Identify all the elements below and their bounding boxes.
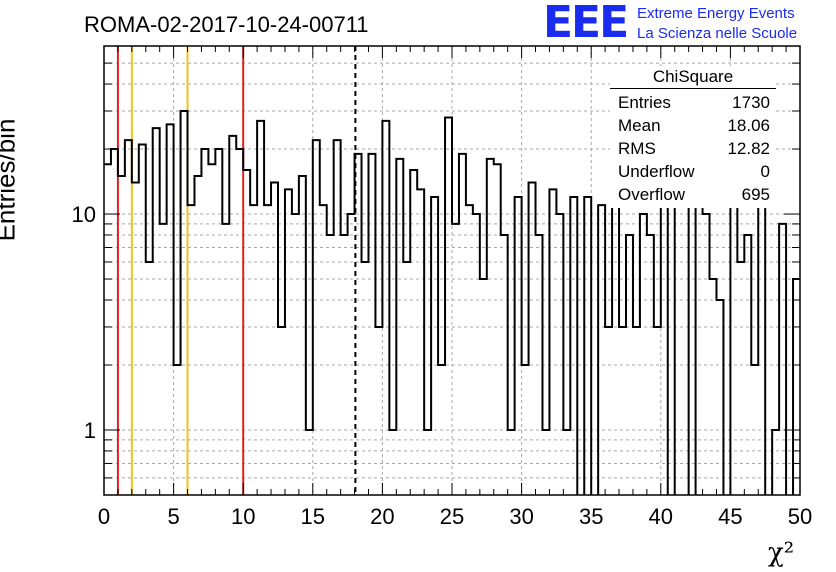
stats-row-label: Entries — [618, 93, 671, 112]
stats-row-value: 695 — [741, 185, 770, 204]
logo-line-1: Extreme Energy Events — [637, 5, 795, 22]
logo-line-2: La Scienza nelle Scuole — [637, 25, 798, 42]
x-tick-label: 0 — [98, 504, 110, 529]
stats-row-value: 1730 — [732, 93, 770, 112]
stats-row: RMS 12.82 — [610, 137, 776, 160]
y-tick-label: 1 — [84, 418, 96, 443]
stats-row-label: Mean — [618, 116, 661, 135]
eee-logo: EEE — [543, 0, 629, 48]
x-tick-label: 40 — [649, 504, 673, 529]
x-tick-label: 10 — [231, 504, 255, 529]
stats-row: Entries 1730 — [610, 91, 776, 114]
x-tick-label: 5 — [167, 504, 179, 529]
stats-row-label: Overflow — [618, 185, 686, 204]
y-axis-label-text: Entries/bin — [0, 118, 21, 242]
stats-row-value: 18.06 — [727, 116, 770, 135]
x-tick-label: 50 — [788, 504, 812, 529]
logo-caption: Extreme Energy Events La Scienza nelle S… — [637, 4, 797, 44]
run-title: ROMA-02-2017-10-24-00711 — [84, 12, 369, 37]
stats-row: Underflow 0 — [610, 160, 776, 183]
stats-row-label: RMS — [618, 139, 656, 158]
x-tick-label: 15 — [301, 504, 325, 529]
stats-row-value: 0 — [760, 162, 770, 181]
stats-rows: Entries 1730 Mean 18.06 RMS 12.82 Underflow 0 Ov… — [610, 91, 776, 206]
x-tick-label: 20 — [370, 504, 394, 529]
stats-row: Overflow 695 — [610, 183, 776, 206]
y-tick-label: 10 — [72, 202, 96, 227]
stats-title: ChiSquare — [610, 66, 776, 89]
x-tick-label: 45 — [718, 504, 742, 529]
x-axis-label: χ² — [768, 538, 795, 568]
stats-row: Mean 18.06 — [610, 114, 776, 137]
x-tick-label: 25 — [440, 504, 464, 529]
stats-row-value: 12.82 — [727, 139, 770, 158]
stats-row-label: Underflow — [618, 162, 695, 181]
x-tick-label: 35 — [579, 504, 603, 529]
x-tick-label: 30 — [509, 504, 533, 529]
stats-box: ChiSquare Entries 1730 Mean 18.06 RMS 12.82 Un… — [610, 66, 776, 208]
